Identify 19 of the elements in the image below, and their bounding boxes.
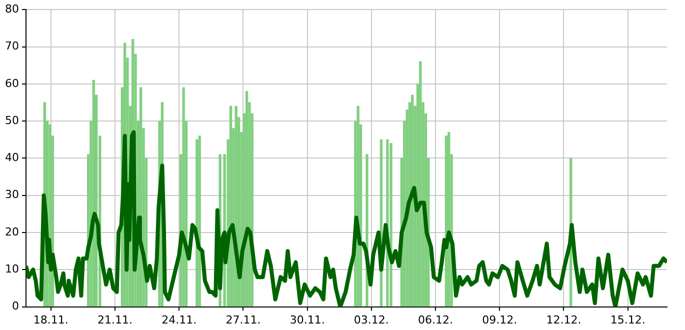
y-tick-label: 40 bbox=[4, 151, 19, 164]
x-tick-label: 30.11. bbox=[290, 313, 325, 326]
y-tick-label: 30 bbox=[4, 188, 19, 202]
y-tick-label: 60 bbox=[4, 76, 19, 90]
y-tick-label: 80 bbox=[4, 2, 19, 16]
x-tick-label: 27.11. bbox=[226, 313, 261, 326]
y-tick-label: 0 bbox=[12, 300, 19, 313]
y-tick-label: 50 bbox=[4, 114, 19, 127]
x-tick-label: 12.12. bbox=[546, 313, 582, 326]
x-tick-label: 24.11. bbox=[162, 313, 197, 326]
x-tick-label: 03.12. bbox=[354, 313, 389, 326]
y-tick-label: 10 bbox=[4, 262, 19, 276]
x-tick-label: 18.11. bbox=[33, 313, 68, 326]
x-tick-label: 06.12. bbox=[418, 313, 454, 326]
y-tick-label: 20 bbox=[4, 225, 19, 238]
y-tick-label: 70 bbox=[4, 40, 19, 53]
x-tick-label: 09.12. bbox=[482, 313, 518, 326]
x-tick-label: 15.12. bbox=[610, 313, 646, 326]
x-tick-label: 21.11. bbox=[98, 313, 133, 326]
